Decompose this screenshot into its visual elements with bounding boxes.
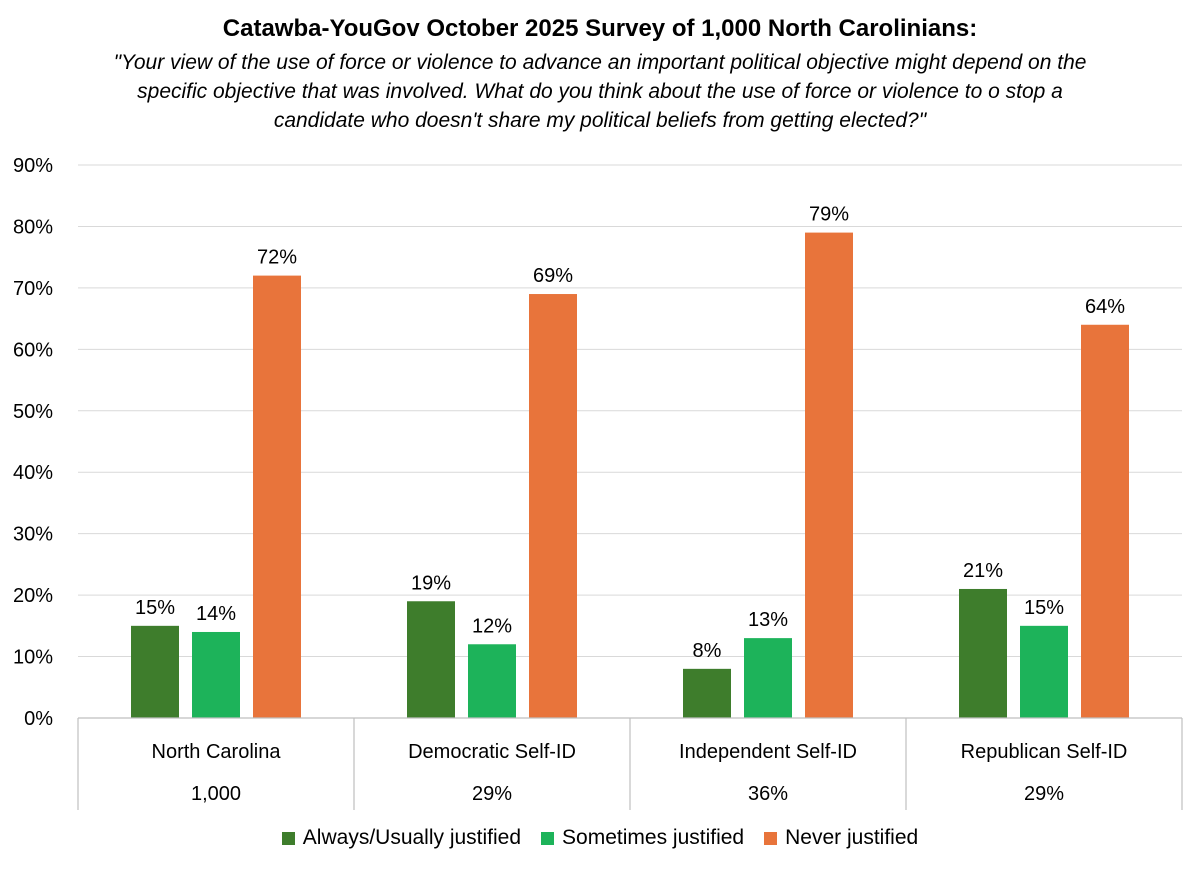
category-sublabel: 29%	[1024, 783, 1064, 805]
legend-swatch-never	[764, 831, 778, 845]
legend-item-never: Never justified	[764, 826, 918, 850]
y-tick-label: 80%	[13, 216, 53, 238]
legend-label-always: Always/Usually justified	[302, 826, 522, 849]
bar	[468, 644, 516, 718]
y-tick-label: 0%	[24, 708, 53, 730]
bar	[529, 294, 577, 718]
legend-swatch-sometimes	[541, 831, 555, 845]
bar	[1020, 625, 1068, 718]
y-tick-label: 90%	[13, 155, 53, 177]
y-tick-label: 30%	[13, 524, 53, 546]
y-tick-label: 20%	[13, 585, 53, 607]
bar	[131, 625, 179, 718]
bar	[253, 275, 301, 718]
category-label: Independent Self-ID	[679, 741, 857, 763]
bar-value-label: 72%	[257, 247, 297, 269]
bar	[407, 601, 455, 718]
bar-value-label: 64%	[1085, 296, 1125, 318]
bar	[959, 588, 1007, 718]
category-label: Republican Self-ID	[961, 741, 1128, 763]
bar	[192, 631, 240, 718]
legend-label-sometimes: Sometimes justified	[562, 826, 745, 849]
bar	[744, 638, 792, 718]
bar-value-label: 79%	[809, 204, 849, 226]
category-sublabel: 29%	[472, 783, 512, 805]
bar-value-label: 12%	[472, 615, 512, 637]
bar-value-label: 15%	[1024, 597, 1064, 619]
legend-swatch-always	[281, 831, 295, 845]
category-sublabel: 1,000	[191, 783, 241, 805]
legend-item-always: Always/Usually justified	[281, 826, 522, 850]
y-tick-label: 10%	[13, 647, 53, 669]
bar-value-label: 8%	[693, 640, 722, 662]
y-tick-label: 50%	[13, 401, 53, 423]
chart-subtitle: "Your view of the use of force or violen…	[113, 51, 1087, 132]
bar-value-label: 69%	[533, 265, 573, 287]
bar	[805, 232, 853, 719]
category-label: North Carolina	[152, 741, 282, 763]
bar	[683, 668, 731, 718]
y-tick-label: 40%	[13, 462, 53, 484]
bar-chart: 0% 10% 20% 30% 40% 50% 60% 70% 80% 90% 15% 14% 72% 19…	[13, 155, 1183, 810]
bar-value-label: 19%	[411, 572, 451, 594]
legend: Always/Usually justified Sometimes justi…	[0, 826, 1200, 850]
category-sublabel: 36%	[748, 783, 788, 805]
chart-title: Catawba-YouGov October 2025 Survey of 1,…	[222, 15, 978, 42]
category-label: Democratic Self-ID	[408, 741, 576, 763]
bar	[1081, 324, 1129, 718]
bar-value-label: 15%	[135, 597, 175, 619]
bar-value-label: 14%	[196, 603, 236, 625]
y-tick-label: 70%	[13, 278, 53, 300]
legend-label-never: Never justified	[785, 826, 919, 849]
legend-item-sometimes: Sometimes justified	[541, 826, 744, 850]
bar-value-label: 13%	[748, 609, 788, 631]
y-tick-label: 60%	[13, 339, 53, 361]
bar-value-label: 21%	[963, 560, 1003, 582]
